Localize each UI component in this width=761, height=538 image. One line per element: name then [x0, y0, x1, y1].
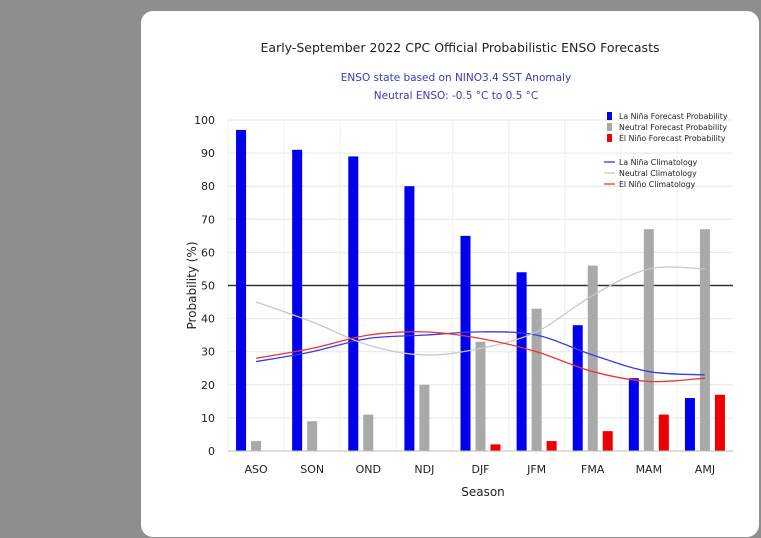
y-tick-label: 50 [201, 280, 215, 293]
line-neutral-climatology [255, 266, 705, 356]
legend-swatch [607, 112, 612, 120]
x-tick-label: MAM [636, 463, 663, 476]
legend-label: El Niño Climatology [619, 180, 696, 189]
x-axis-label: Season [461, 485, 505, 499]
y-tick-label: 80 [201, 180, 215, 193]
y-tick-label: 40 [201, 313, 215, 326]
bar-la-ni-a-forecast-probability [292, 149, 303, 452]
legend-label: La Niña Forecast Probability [619, 112, 728, 121]
bar-neutral-forecast-probability [699, 229, 710, 451]
y-tick-label: 60 [201, 246, 215, 259]
bar-la-ni-a-forecast-probability [572, 325, 583, 451]
x-tick-label: ASO [244, 463, 268, 476]
bar-neutral-forecast-probability [643, 229, 654, 451]
bar-el-ni-o-forecast-probability [602, 431, 613, 451]
chart-subtitle-line: ENSO state based on NINO3.4 SST Anomaly [341, 72, 571, 84]
legend-label: Neutral Forecast Probability [619, 123, 727, 132]
chart-title: Early-September 2022 CPC Official Probab… [261, 40, 660, 55]
y-tick-label: 30 [201, 346, 215, 359]
bar-neutral-forecast-probability [363, 414, 374, 451]
bar-neutral-forecast-probability [587, 265, 598, 451]
bar-la-ni-a-forecast-probability [404, 186, 415, 451]
bar-el-ni-o-forecast-probability [490, 444, 501, 451]
x-tick-label: OND [356, 463, 381, 476]
bar-la-ni-a-forecast-probability [684, 398, 695, 451]
legend-label: La Niña Climatology [619, 158, 698, 167]
bar-neutral-forecast-probability [531, 308, 542, 451]
bar-el-ni-o-forecast-probability [546, 441, 557, 451]
chart-subtitle-line: Neutral ENSO: -0.5 °C to 0.5 °C [374, 90, 538, 102]
bar-el-ni-o-forecast-probability [658, 414, 669, 451]
x-tick-label: DJF [471, 463, 489, 476]
y-tick-label: 10 [201, 412, 215, 425]
bar-la-ni-a-forecast-probability [628, 378, 639, 451]
bar-neutral-forecast-probability [475, 341, 486, 451]
legend-label: Neutral Climatology [619, 169, 697, 178]
y-axis-label: Probability (%) [185, 241, 199, 329]
bar-neutral-forecast-probability [419, 384, 430, 451]
y-tick-label: 0 [208, 445, 215, 458]
y-tick-label: 90 [201, 147, 215, 160]
bar-la-ni-a-forecast-probability [236, 129, 247, 451]
bar-neutral-forecast-probability [307, 421, 318, 451]
bar-la-ni-a-forecast-probability [460, 235, 471, 451]
legend-swatch [607, 134, 612, 142]
line-la-ni-a-climatology [255, 331, 705, 376]
x-tick-label: AMJ [695, 463, 715, 476]
y-tick-label: 70 [201, 213, 215, 226]
x-tick-label: SON [300, 463, 324, 476]
legend-label: El Niño Forecast Probability [619, 134, 726, 143]
bar-la-ni-a-forecast-probability [516, 272, 527, 451]
x-tick-label: FMA [581, 463, 605, 476]
bar-neutral-forecast-probability [251, 441, 262, 451]
y-tick-label: 100 [194, 114, 215, 127]
y-tick-label: 20 [201, 379, 215, 392]
bar-la-ni-a-forecast-probability [348, 156, 359, 451]
legend-swatch [607, 123, 612, 131]
line-el-ni-o-climatology [255, 331, 705, 383]
x-tick-label: JFM [526, 463, 546, 476]
x-tick-label: NDJ [414, 463, 434, 476]
bar-el-ni-o-forecast-probability [714, 394, 725, 451]
